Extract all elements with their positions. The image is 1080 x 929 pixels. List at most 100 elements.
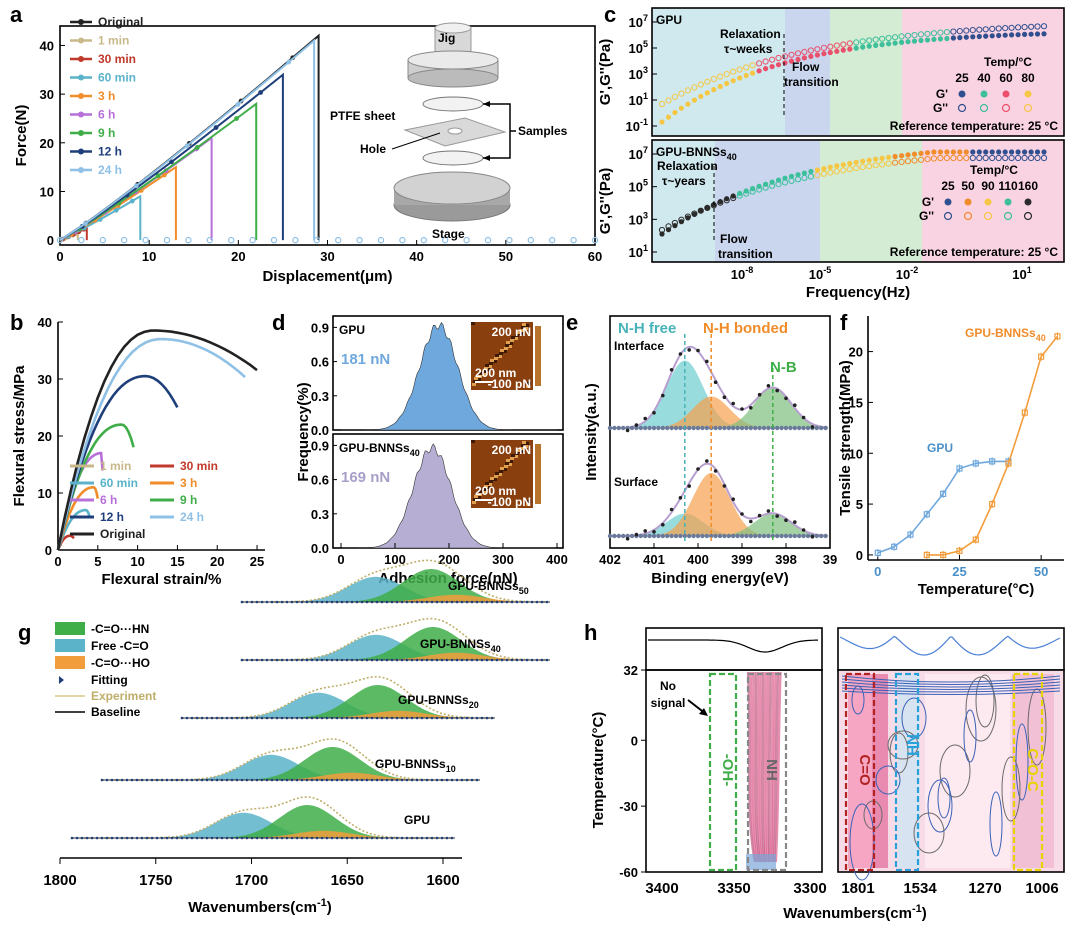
e-label-nh-bonded: N-H bonded bbox=[703, 320, 788, 337]
b-ytick-label-0: 0 bbox=[45, 543, 52, 558]
e-baseline-point bbox=[669, 425, 674, 431]
f-point-0-5 bbox=[956, 465, 963, 472]
g-baseline-dot bbox=[335, 716, 339, 720]
g-baseline-dot bbox=[325, 836, 329, 840]
a-xtick-label-2: 20 bbox=[231, 249, 245, 264]
c-legend-gpp-0-2 bbox=[1001, 103, 1011, 113]
d-inset-speck-1-27 bbox=[484, 485, 488, 488]
e-envelope-1 bbox=[610, 462, 828, 537]
h-left-contour-4 bbox=[756, 671, 763, 863]
c-gpp-point-0-6 bbox=[697, 81, 704, 88]
f-series-label-1: GPU-BNNSs40 bbox=[965, 326, 1046, 343]
a-xtick-label-6: 60 bbox=[588, 249, 602, 264]
g-baseline-dot bbox=[310, 778, 314, 782]
e-title-0: Interface bbox=[614, 339, 664, 353]
panel-a-schematic: Jig PTFE sheet Hole Samples Stage bbox=[330, 22, 568, 241]
c-ytick-label-0-4: 107 bbox=[629, 13, 648, 30]
f-point-1-0 bbox=[923, 551, 930, 559]
g-baseline-dot bbox=[430, 778, 434, 782]
e-baseline-point bbox=[691, 425, 696, 431]
g-baseline-dot bbox=[380, 600, 384, 604]
g-baseline-dot bbox=[440, 778, 444, 782]
c-gp-point-1-39 bbox=[911, 151, 918, 157]
d-inset-speck-1-9 bbox=[514, 455, 518, 458]
c-gpp-point-0-40 bbox=[917, 31, 925, 38]
g-series-label-3: GPU-BNNSs10 bbox=[375, 757, 456, 774]
e-data-point bbox=[784, 396, 788, 401]
g-baseline-dot bbox=[130, 778, 134, 782]
c-anno-tau-0: τ~weeks bbox=[724, 42, 773, 56]
a-baseline-marker bbox=[399, 236, 406, 244]
e-data-point bbox=[687, 348, 691, 352]
panel-a-plot: 0 10 20 30 40 50 60 0 10 20 30 40 Displacement(μm) Fo… bbox=[13, 15, 602, 285]
g-peak-2-1 bbox=[182, 692, 495, 718]
c-gp-point-1-7 bbox=[704, 205, 710, 211]
c-gpp-point-1-55 bbox=[1015, 154, 1022, 162]
c-gpp-point-1-50 bbox=[982, 154, 989, 162]
e-baseline-point bbox=[709, 533, 714, 539]
e-baseline-point bbox=[819, 533, 824, 539]
f-xtick-label-2: 50 bbox=[1034, 564, 1048, 579]
c-gp-point-0-25 bbox=[821, 51, 827, 57]
e-data-point bbox=[634, 532, 639, 537]
b-legend-label-4: 6 h bbox=[100, 493, 117, 507]
c-gpp-point-0-37 bbox=[898, 33, 905, 40]
e-baseline-point bbox=[805, 425, 811, 431]
c-gpp-point-1-13 bbox=[743, 190, 750, 197]
g-baseline-dot bbox=[255, 716, 259, 720]
g-baseline-dot bbox=[215, 836, 219, 840]
d-inset-speck-0-33 bbox=[474, 377, 478, 380]
g-baseline-dot bbox=[460, 600, 464, 604]
g-baseline-dot bbox=[190, 836, 194, 840]
a-baseline-marker bbox=[506, 236, 513, 244]
c-gpp-point-0-38 bbox=[904, 32, 912, 39]
h-region-label-2: C=O bbox=[856, 754, 873, 786]
c-gpp-point-1-17 bbox=[769, 182, 776, 189]
g-baseline-dot bbox=[200, 716, 204, 720]
g-baseline-dot bbox=[390, 600, 394, 604]
g-baseline-dot bbox=[375, 600, 379, 604]
h-left-contour-9 bbox=[767, 671, 772, 863]
bottom-sample bbox=[422, 150, 484, 166]
g-baseline-dot bbox=[255, 778, 259, 782]
d-inset-speck-1-10 bbox=[493, 478, 497, 481]
g-baseline-dot bbox=[215, 778, 219, 782]
c-gpp-point-0-34 bbox=[879, 35, 886, 42]
g-baseline-dot bbox=[165, 778, 169, 782]
d-inset-speck-1-8 bbox=[477, 496, 481, 499]
d-inset-speck-0-19 bbox=[478, 375, 482, 378]
g-baseline-dot bbox=[255, 600, 259, 604]
c-gp-point-1-24 bbox=[814, 167, 821, 173]
g-baseline-dot bbox=[485, 600, 489, 604]
c-gp-point-0-57 bbox=[1028, 31, 1034, 37]
panel-label-a: a bbox=[10, 2, 23, 27]
c-legend-gp-1-1 bbox=[964, 198, 972, 206]
e-baseline-point bbox=[656, 533, 661, 539]
e-baseline-point bbox=[761, 533, 767, 539]
a-baseline-marker bbox=[227, 236, 235, 244]
c-anno-tau-1: τ~years bbox=[662, 174, 706, 188]
g-baseline-dot bbox=[125, 778, 129, 782]
g-baseline-dot bbox=[150, 836, 154, 840]
c-gpp-point-1-7 bbox=[704, 204, 711, 211]
c-gpp-point-0-2 bbox=[671, 93, 679, 101]
panel-g: g GPU-BNNSs50GPU-BNNSs40GPU-BNNSs20GPU-B… bbox=[18, 559, 550, 916]
c-gpp-point-0-52 bbox=[995, 25, 1002, 32]
c-gp-point-0-52 bbox=[996, 32, 1002, 39]
a-legend-marker-5 bbox=[78, 111, 84, 118]
e-label-nb: N-B bbox=[770, 359, 797, 376]
c-gpp-point-0-56 bbox=[1021, 24, 1028, 31]
c-gp-point-1-27 bbox=[834, 163, 840, 169]
g-baseline-dot bbox=[175, 778, 179, 782]
c-gp-point-0-50 bbox=[983, 33, 989, 39]
g-baseline-dot bbox=[240, 716, 244, 720]
b-legend-label-5: 9 h bbox=[180, 493, 197, 507]
e-data-point bbox=[678, 496, 683, 500]
g-baseline-dot bbox=[370, 658, 374, 662]
a-point-8-9 bbox=[286, 59, 292, 65]
g-baseline-dot bbox=[260, 778, 264, 782]
d-inset-speck-1-6 bbox=[519, 450, 523, 453]
e-baseline-point bbox=[647, 425, 652, 431]
panel-c-plot: GPU10-1101103105107G',G''(Pa)Relaxationτ… bbox=[597, 7, 1065, 301]
g-baseline-dot bbox=[445, 716, 449, 720]
